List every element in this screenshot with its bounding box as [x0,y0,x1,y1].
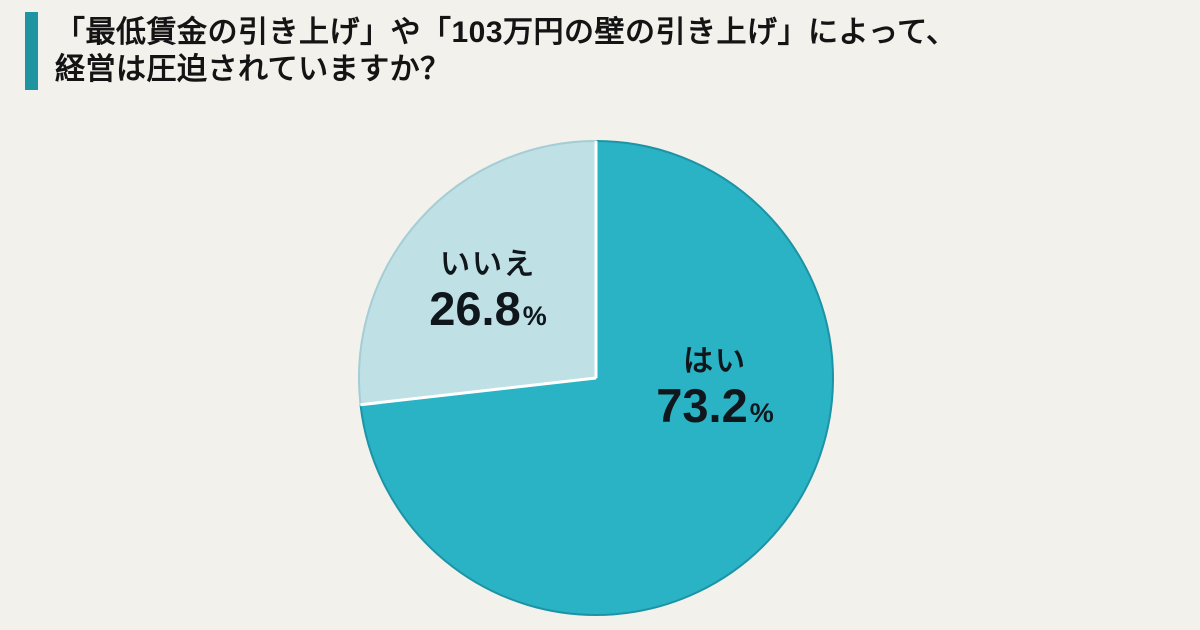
slice-value-no: 26.8 [429,282,521,335]
slice-name-no: いいえ [440,248,536,281]
slice-name-yes: はい [683,345,747,378]
slice-unit-yes: % [749,398,774,428]
pie-chart [358,140,834,616]
slice-value-yes: 73.2 [656,379,748,432]
slice-label-no: いいえ 26.8 % [383,247,593,333]
chart-title-line-2: 経営は圧迫されていますか？ [55,53,451,86]
slice-separator [360,376,597,407]
pie-chart-area [346,128,846,628]
title-accent-bar [25,12,38,90]
chart-title: 「最低賃金の引き上げ」や「103万円の壁の引き上げ」によって、 経営は圧迫されて… [55,14,1065,88]
slice-unit-no: % [522,301,547,331]
slice-label-yes: はい 73.2 % [610,344,820,430]
chart-title-line-1: 「最低賃金の引き上げ」や「103万円の壁の引き上げ」によって、 [55,16,957,49]
pie-slice-no [358,140,597,406]
